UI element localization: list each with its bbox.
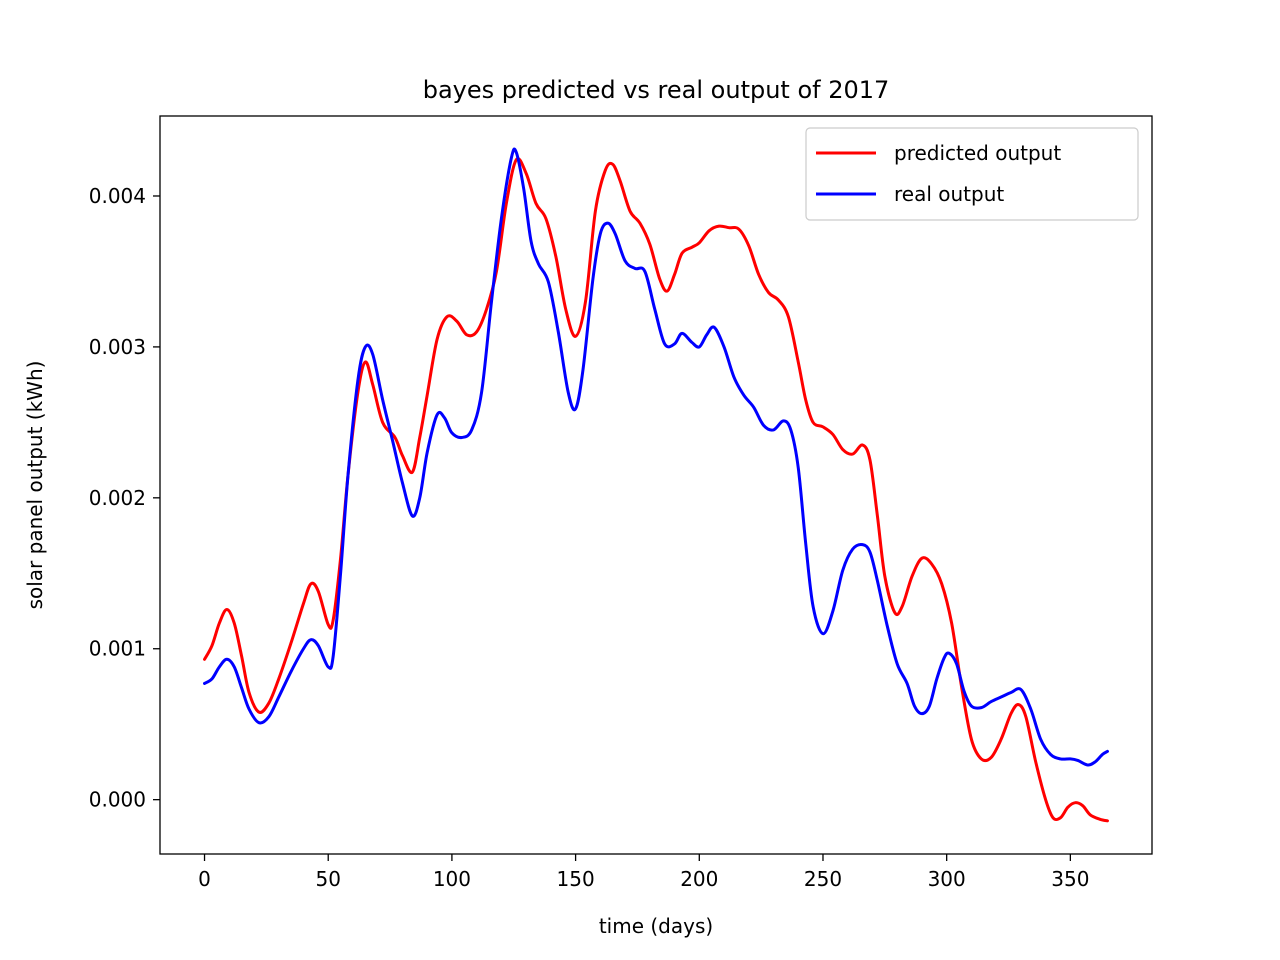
y-axis-title: solar panel output (kWh) — [23, 361, 47, 610]
y-tick-label: 0.004 — [89, 184, 146, 208]
x-tick-label: 0 — [198, 867, 211, 891]
x-tick-label: 50 — [315, 867, 340, 891]
series-line-real — [203, 147, 1109, 767]
y-tick-label: 0.002 — [89, 486, 146, 510]
x-axis-title: time (days) — [599, 914, 713, 938]
y-tick-label: 0.001 — [89, 637, 146, 661]
legend: predicted output real output — [805, 127, 1139, 221]
x-tick-label: 100 — [433, 867, 471, 891]
x-tick-label: 200 — [680, 867, 718, 891]
axes-frame — [159, 115, 1153, 855]
y-tick-label: 0.003 — [89, 335, 146, 359]
plot-area — [159, 115, 1153, 855]
x-tick-label: 250 — [804, 867, 842, 891]
legend-label-real: real output — [894, 182, 1004, 206]
y-tick-label: 0.000 — [89, 788, 146, 812]
series-group — [203, 147, 1109, 823]
y-axis: 0.000 0.001 0.002 0.003 0.004 — [89, 184, 160, 812]
legend-label-predicted: predicted output — [894, 141, 1061, 165]
x-tick-label: 350 — [1051, 867, 1089, 891]
legend-box — [805, 127, 1139, 221]
x-axis: 0 50 100 150 200 250 300 350 — [198, 854, 1089, 891]
x-tick-label: 300 — [928, 867, 966, 891]
chart-title: bayes predicted vs real output of 2017 — [423, 76, 890, 104]
x-tick-label: 150 — [557, 867, 595, 891]
